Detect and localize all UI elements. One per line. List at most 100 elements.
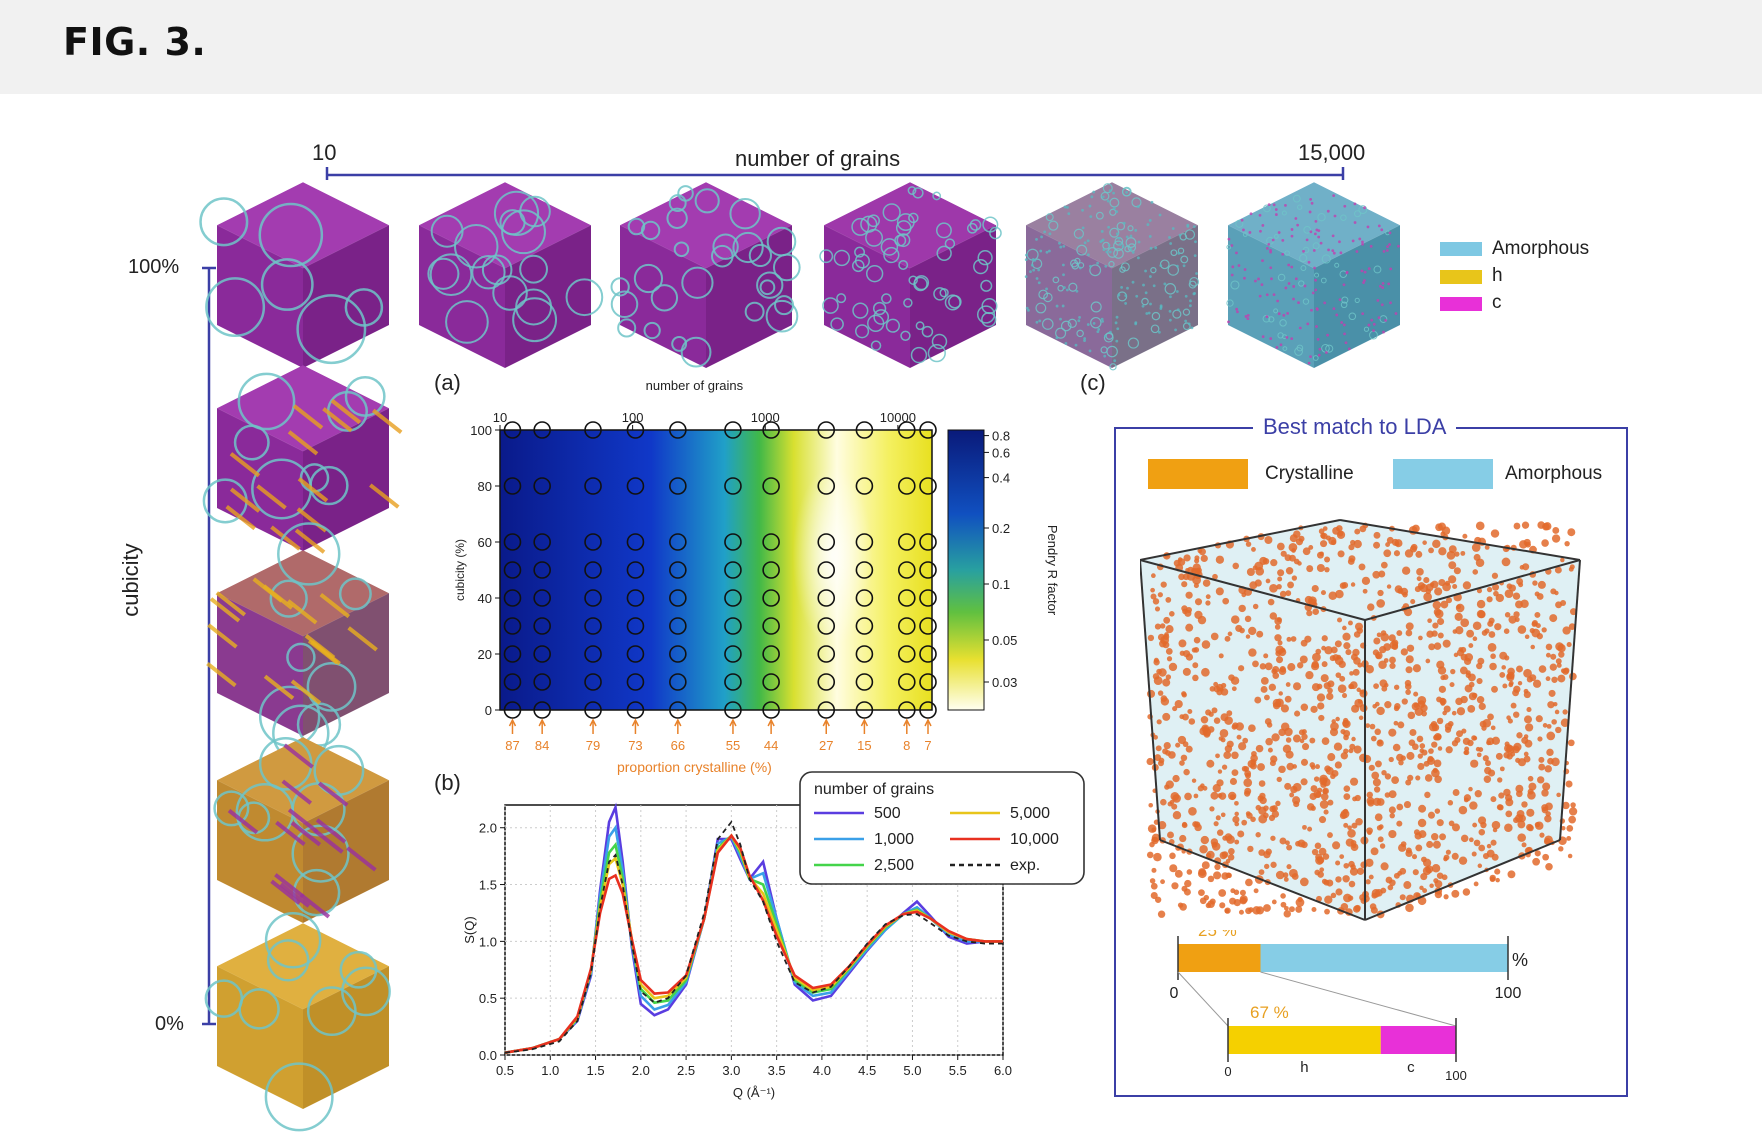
- heatmap-marker: [669, 617, 687, 635]
- heatmap-marker: [584, 589, 602, 607]
- heatmap-marker: [855, 477, 874, 495]
- top-row-cube-3: [819, 182, 1002, 368]
- heatmap-top-tick: 10: [493, 410, 507, 425]
- heatmap-marker: [897, 701, 916, 719]
- crystalline-label: 44: [764, 738, 778, 753]
- heatmap-marker: [503, 617, 522, 635]
- bar2-c-label: c: [1407, 1059, 1415, 1076]
- heatmap-marker: [855, 617, 874, 635]
- sq-xlabel: Q (Å⁻¹): [733, 1085, 775, 1100]
- heatmap-marker: [626, 589, 645, 607]
- heatmap-marker: [897, 561, 916, 579]
- heatmap-marker: [897, 533, 916, 551]
- sq-legend-label: 2,500: [874, 857, 914, 874]
- colorbar-tick: 0.03: [992, 675, 1017, 690]
- heatmap-marker: [533, 701, 551, 719]
- heatmap-marker: [919, 617, 937, 635]
- heatmap-y-tick: 0: [485, 703, 492, 718]
- bar1-amorphous: [1260, 944, 1508, 972]
- legend-label-h: h: [1492, 265, 1503, 286]
- crystalline-label: 55: [726, 738, 740, 753]
- heatmap-marker: [533, 673, 551, 691]
- heatmap-marker: [724, 421, 742, 439]
- heatmap-marker: [919, 701, 937, 719]
- heatmap-marker: [762, 673, 780, 691]
- heatmap-marker: [919, 533, 937, 551]
- cubicity-bottom-label: 0%: [155, 1013, 184, 1035]
- heatmap-marker: [669, 561, 687, 579]
- sq-legend: [799, 771, 1085, 885]
- heatmap-xlabel: proportion crystalline (%): [617, 759, 772, 775]
- heatmap-marker: [724, 645, 742, 663]
- heatmap-marker: [724, 477, 742, 495]
- heatmap-marker: [584, 617, 602, 635]
- sq-x-tick: 2.0: [632, 1063, 650, 1078]
- heatmap-marker: [533, 645, 551, 663]
- legend-swatch-c: [1440, 297, 1482, 311]
- heatmap-marker: [855, 533, 874, 551]
- heatmap-marker: [855, 645, 874, 663]
- heatmap-ylabel: cubicity (%): [453, 539, 467, 601]
- crystalline-label: 8: [903, 738, 910, 753]
- heatmap-marker: [626, 673, 645, 691]
- bar1-value-label: 25 %: [1198, 930, 1237, 940]
- sq-x-tick: 6.0: [994, 1063, 1012, 1078]
- heatmap-marker: [724, 561, 742, 579]
- heatmap-marker: [503, 589, 522, 607]
- sq-x-tick: 3.5: [768, 1063, 786, 1078]
- heatmap-marker: [762, 533, 780, 551]
- heatmap-marker: [503, 421, 522, 439]
- heatmap-top-tick: 100: [622, 410, 644, 425]
- heatmap-marker: [626, 645, 645, 663]
- heatmap-marker: [503, 673, 522, 691]
- heatmap-marker: [626, 701, 645, 719]
- heatmap-marker: [626, 421, 645, 439]
- heatmap-marker: [626, 533, 645, 551]
- left-col-cube-2: [213, 737, 389, 923]
- heatmap-marker: [855, 673, 874, 691]
- heatmap-marker: [533, 561, 551, 579]
- heatmap-marker: [762, 701, 780, 719]
- heatmap-top-tick: 1000: [751, 410, 780, 425]
- heatmap-marker: [897, 617, 916, 635]
- heatmap-y-tick: 80: [478, 479, 492, 494]
- heatmap-marker: [503, 561, 522, 579]
- heatmap-marker: [533, 589, 551, 607]
- heatmap-marker: [817, 645, 836, 663]
- heatmap-marker: [669, 701, 687, 719]
- top-row-cube-4: [1024, 182, 1200, 371]
- phase-legend: Amorphous h c: [1440, 238, 1640, 318]
- heatmap-marker: [855, 701, 874, 719]
- crystalline-label: 87: [505, 738, 519, 753]
- sq-y-tick: 2.0: [479, 821, 497, 836]
- heatmap-marker: [762, 477, 780, 495]
- heatmap-marker: [897, 589, 916, 607]
- heatmap-marker: [584, 701, 602, 719]
- heatmap-marker: [817, 589, 836, 607]
- crystalline-label: 15: [857, 738, 871, 753]
- heatmap-marker: [897, 645, 916, 663]
- crystalline-label: 79: [586, 738, 600, 753]
- sq-x-tick: 0.5: [496, 1063, 514, 1078]
- sq-y-tick: 0.5: [479, 991, 497, 1006]
- heatmap-marker: [817, 561, 836, 579]
- heatmap-marker: [762, 421, 780, 439]
- crystalline-label: 27: [819, 738, 833, 753]
- heatmap-marker: [584, 561, 602, 579]
- heatmap-marker: [919, 673, 937, 691]
- sq-legend-label: 10,000: [1010, 831, 1059, 848]
- grains-axis-min-label: 10: [312, 140, 337, 165]
- heatmap-marker: [533, 533, 551, 551]
- colorbar: [947, 429, 985, 711]
- heatmap-marker: [762, 589, 780, 607]
- heatmap-marker: [584, 673, 602, 691]
- left-col-cube-1: [206, 522, 389, 762]
- crystalline-label: 84: [535, 738, 549, 753]
- heatmap-marker: [584, 477, 602, 495]
- heatmap-marker: [669, 645, 687, 663]
- heatmap-marker: [724, 533, 742, 551]
- heatmap-marker: [626, 477, 645, 495]
- bar1-unit: %: [1512, 950, 1528, 970]
- sq-y-tick: 1.0: [479, 934, 497, 949]
- top-row-cube-2: [610, 182, 801, 368]
